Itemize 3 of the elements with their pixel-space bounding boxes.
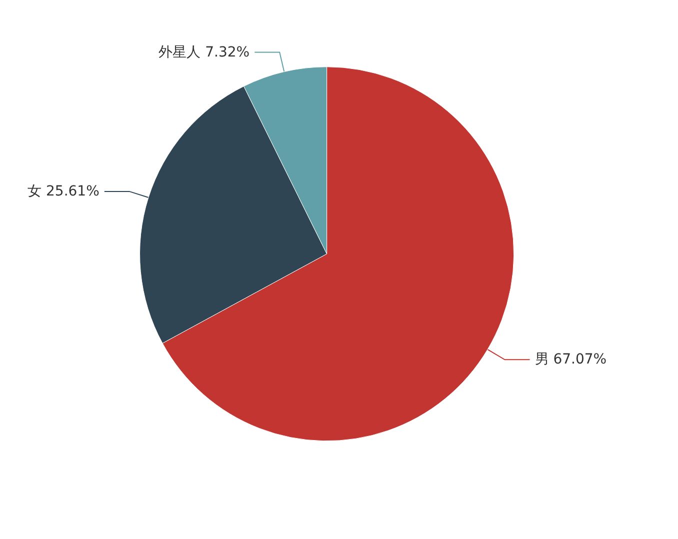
slice-label: 男 67.07% xyxy=(534,352,607,368)
slice-label: 外星人 7.32% xyxy=(158,44,250,60)
slice-label: 女 25.61% xyxy=(28,183,100,200)
